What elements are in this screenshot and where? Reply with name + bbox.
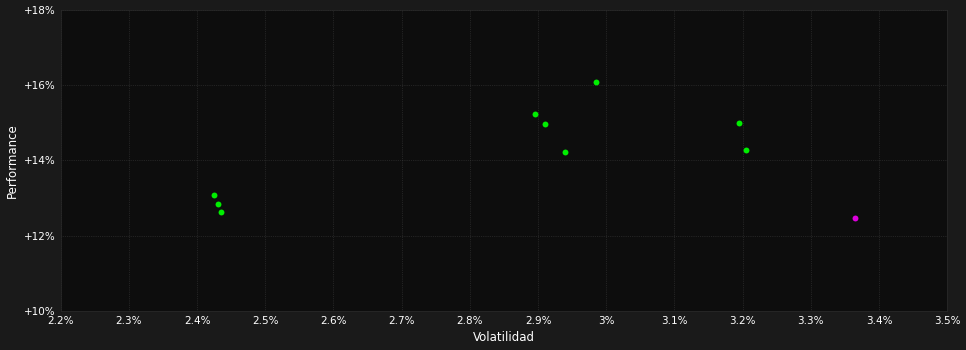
- Point: [537, 122, 553, 127]
- Point: [557, 149, 573, 155]
- Point: [207, 192, 222, 198]
- X-axis label: Volatilidad: Volatilidad: [473, 331, 535, 344]
- Y-axis label: Performance: Performance: [6, 123, 18, 198]
- Point: [526, 111, 542, 117]
- Point: [213, 210, 229, 215]
- Point: [210, 201, 225, 206]
- Point: [588, 79, 604, 85]
- Point: [731, 120, 747, 125]
- Point: [847, 215, 863, 220]
- Point: [738, 147, 753, 153]
